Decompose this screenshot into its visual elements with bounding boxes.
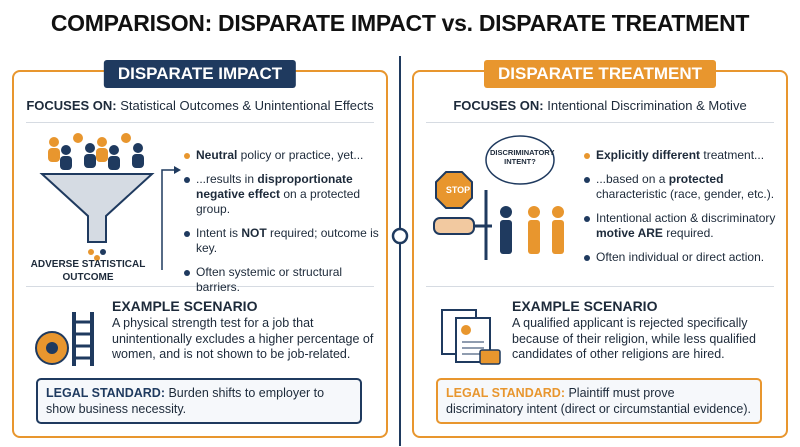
bullet-emphasis: disproportionate negative effect xyxy=(196,172,353,201)
bullet-dot xyxy=(584,177,590,183)
example-heading: EXAMPLE SCENARIO xyxy=(512,298,658,314)
bullet-emphasis: motive ARE xyxy=(596,226,663,240)
title: COMPARISON: DISPARATE IMPACT vs. DISPARA… xyxy=(50,10,750,36)
bullet-emphasis: Explicitly different xyxy=(596,148,701,162)
bullet-text: policy or practice, yet... xyxy=(237,148,364,162)
bullet: Neutral policy or practice, yet... xyxy=(184,148,380,163)
legal-text: Burden shifts to employer to show busine… xyxy=(46,386,325,416)
bullet-text: ...based on a xyxy=(596,172,669,186)
example-text: A physical strength test for a job that … xyxy=(112,316,374,361)
separator xyxy=(426,286,774,287)
bullet-dot xyxy=(584,216,590,222)
panel-heading: DISPARATE IMPACT xyxy=(103,60,297,88)
legal-text: Plaintiff must prove discriminatory inte… xyxy=(446,386,751,416)
bullet-list: Explicitly different treatment... ...base… xyxy=(584,148,780,274)
bullet-dot xyxy=(184,270,190,276)
bullet-emphasis: Neutral xyxy=(196,148,238,162)
bullet-emphasis: NOT xyxy=(241,226,267,240)
intent-text: DISCRIMINATORY INTENT? xyxy=(490,148,555,166)
focus-line: FOCUSES ON: Statistical Outcomes & Unint… xyxy=(14,98,386,113)
bullet-text: Often individual or direct action. xyxy=(596,250,765,264)
separator xyxy=(426,122,774,123)
bullet-emphasis: protected xyxy=(668,172,724,186)
focus-label: FOCUSES ON: xyxy=(26,98,117,113)
legal-box: LEGAL STANDARD: Burden shifts to employe… xyxy=(36,378,362,424)
bullet-text: required; outcome is key. xyxy=(196,226,379,255)
bullet: Explicitly different treatment... xyxy=(584,148,780,163)
bullet-dot xyxy=(584,153,590,159)
focus-label: FOCUSES ON: xyxy=(453,98,544,113)
bullet-text: characteristic (race, gender, etc.). xyxy=(596,187,775,201)
bullet-text: ...results in xyxy=(196,172,258,186)
bullet: Intentional action & discriminatory moti… xyxy=(584,211,780,241)
bullet: Often systemic or structural barriers. xyxy=(184,265,380,295)
bullet-text: Intentional action & discriminatory xyxy=(596,211,776,225)
bullet-dot xyxy=(584,255,590,261)
legal-box: LEGAL STANDARD: Plaintiff must prove dis… xyxy=(436,378,762,424)
funnel-icon xyxy=(39,133,181,270)
bullet: ...based on a protected characteristic (… xyxy=(584,172,780,202)
bullet: Intent is NOT required; outcome is key. xyxy=(184,226,380,256)
intent-icon xyxy=(433,135,564,260)
bullet-dot xyxy=(184,231,190,237)
example-heading: EXAMPLE SCENARIO xyxy=(112,298,258,314)
separator xyxy=(26,286,374,287)
stop-text: STOP xyxy=(445,185,471,195)
icon-caption: ADVERSE STATISTICAL OUTCOME xyxy=(30,259,146,283)
resume-icon xyxy=(441,309,501,365)
separator xyxy=(26,122,374,123)
bullet: ...results in disproportionate negative … xyxy=(184,172,380,217)
bullet-text: Often systemic or structural barriers. xyxy=(196,265,343,294)
panel-heading: DISPARATE TREATMENT xyxy=(484,60,716,88)
ladder-icon xyxy=(35,312,94,366)
focus-text: Statistical Outcomes & Unintentional Eff… xyxy=(120,98,374,113)
legal-label: LEGAL STANDARD: xyxy=(46,386,165,400)
divider xyxy=(391,56,409,446)
legal-label: LEGAL STANDARD: xyxy=(446,386,565,400)
bullet-text: on a protected group. xyxy=(196,187,361,216)
focus-line: FOCUSES ON: Intentional Discrimination &… xyxy=(414,98,786,113)
bullet-dot xyxy=(184,153,190,159)
panel-treatment: STOP DISCRIMINATORY INTENT? DISPARATE TR… xyxy=(412,60,788,438)
panel-impact: ADVERSE STATISTICAL OUTCOME DISPARATE IM… xyxy=(12,60,388,438)
bullet-text: treatment... xyxy=(700,148,765,162)
bullet-dot xyxy=(184,177,190,183)
bullet-list: Neutral policy or practice, yet... ...res… xyxy=(184,148,380,304)
example-text: A qualified applicant is rejected specif… xyxy=(512,316,756,361)
bullet-text: required. xyxy=(662,226,714,240)
bullet: Often individual or direct action. xyxy=(584,250,780,265)
bullet-text: Intent is xyxy=(196,226,242,240)
focus-text: Intentional Discrimination & Motive xyxy=(547,98,747,113)
